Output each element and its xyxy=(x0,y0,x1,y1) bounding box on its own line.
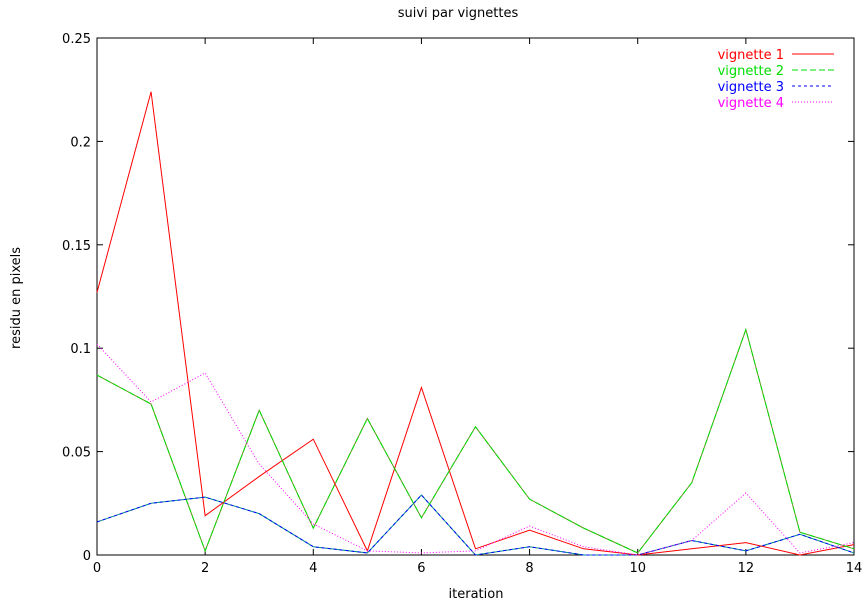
series-line-4 xyxy=(96,343,855,556)
y-tick-label: 0 xyxy=(83,549,91,564)
x-tick-label: 0 xyxy=(93,561,101,576)
y-tick-label: 0.25 xyxy=(62,32,91,47)
legend-label-4: vignette 4 xyxy=(718,96,784,111)
y-tick-label: 0.2 xyxy=(70,135,91,150)
series-line-2 xyxy=(96,327,855,554)
legend-label-1: vignette 1 xyxy=(718,48,784,63)
x-tick-label: 8 xyxy=(525,561,533,576)
y-axis-ticks: 0 0.05 0.1 0.15 0.2 0.25 xyxy=(62,32,854,564)
x-tick-label: 2 xyxy=(201,561,209,576)
x-tick-label: 12 xyxy=(738,561,755,576)
x-tick-label: 14 xyxy=(846,561,863,576)
plot-border xyxy=(96,37,855,556)
x-axis-label: iteration xyxy=(449,587,504,602)
y-axis-label: residu en pixels xyxy=(9,247,24,349)
legend-label-3: vignette 3 xyxy=(718,80,784,95)
overlay-line-2 xyxy=(96,494,855,556)
x-tick-label: 6 xyxy=(417,561,425,576)
chart-title: suivi par vignettes xyxy=(398,6,519,21)
x-axis-ticks: 0 2 4 6 8 10 12 14 xyxy=(93,38,862,576)
y-tick-label: 0.05 xyxy=(62,446,91,461)
overlay-lines xyxy=(96,327,855,556)
y-tick-label: 0.1 xyxy=(70,342,91,357)
legend-label-2: vignette 2 xyxy=(718,64,784,79)
series-line-3 xyxy=(96,494,855,556)
series-lines xyxy=(96,91,855,556)
series-line-1 xyxy=(96,91,855,556)
y-tick-label: 0.15 xyxy=(62,239,91,254)
x-tick-label: 4 xyxy=(309,561,317,576)
plot-frame xyxy=(96,37,855,556)
overlay-line-1 xyxy=(96,327,855,554)
x-tick-label: 10 xyxy=(629,561,646,576)
